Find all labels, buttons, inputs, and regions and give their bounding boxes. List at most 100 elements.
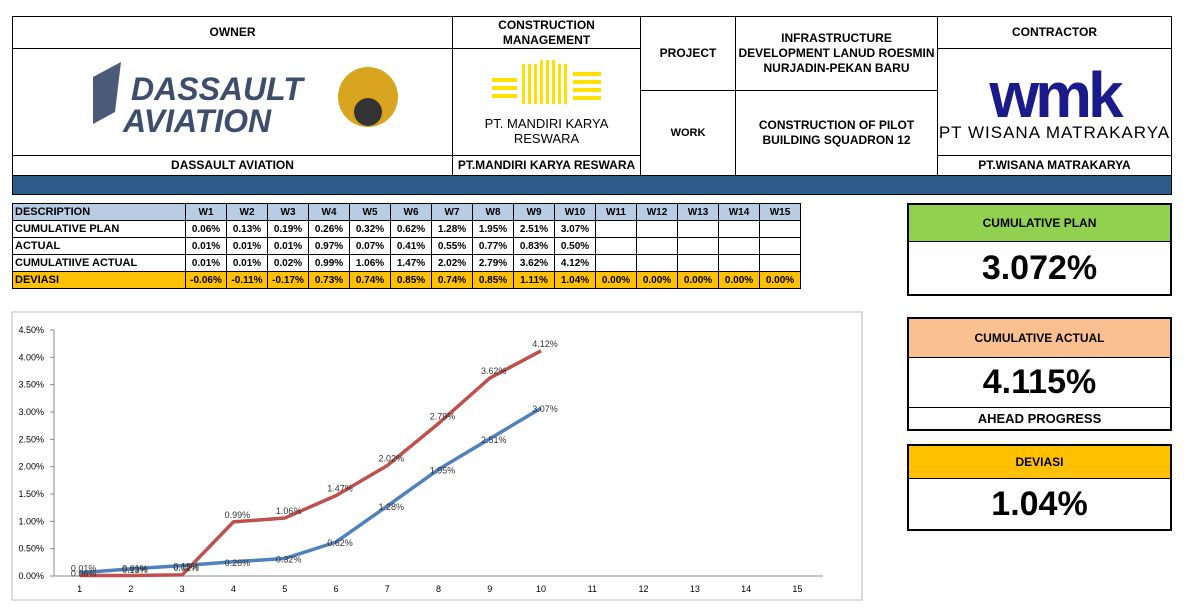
data-label: 1.95% [430, 465, 456, 475]
y-tick-label: 4.50% [18, 325, 44, 335]
data-label: 3.07% [532, 404, 558, 414]
data-label: 0.01% [71, 563, 97, 573]
y-tick-label: 3.50% [18, 380, 44, 390]
data-label: 2.51% [481, 435, 507, 445]
cm-label: CONSTRUCTION MANAGEMENT [452, 16, 641, 49]
cell: 0.00% [677, 271, 719, 289]
table-row: DEVIASI -0.06% -0.11% -0.17% 0.73% 0.74% 0.85%… [12, 271, 801, 289]
card-note: AHEAD PROGRESS [907, 407, 1172, 431]
wmk-logo: wmk [989, 58, 1123, 131]
contractor-logo: wmk PT WISANA MATRAKARYA [937, 48, 1172, 156]
owner-logos: DASSAULT AVIATION [92, 62, 398, 139]
data-label: 1.47% [327, 484, 353, 494]
work-value: CONSTRUCTION OF PILOT BUILDING SQUADRON … [735, 90, 938, 176]
header-row: DESCRIPTION W1 W2 W3 W4 W5 W6 W7 W8 W9 W10 W11 W12 W1… [12, 203, 801, 221]
emblem [337, 67, 398, 127]
y-tick-label: 4.00% [18, 352, 44, 362]
table-row: CUMULATIIVE ACTUAL 0.01% 0.01% 0.02% 0.99% 1.… [12, 254, 801, 272]
x-tick-label: 15 [792, 584, 802, 594]
x-tick-label: 10 [536, 584, 546, 594]
x-tick-label: 6 [333, 584, 338, 594]
header-cell: W9 [513, 203, 555, 221]
data-label: 0.19% [173, 562, 199, 572]
cell: 0.00% [636, 271, 678, 289]
cell: -0.06% [185, 271, 227, 289]
data-label: 3.62% [481, 366, 507, 376]
cell: 0.00% [718, 271, 760, 289]
x-tick-label: 13 [690, 584, 700, 594]
header-cell: W5 [349, 203, 391, 221]
x-tick-label: 7 [385, 584, 390, 594]
row-label: DEVIASI [12, 271, 186, 289]
y-tick-label: 1.00% [18, 516, 44, 526]
header-cell: W15 [759, 203, 801, 221]
header-cell: W2 [226, 203, 268, 221]
y-tick-label: 2.50% [18, 434, 44, 444]
cm-logo: PT. MANDIRI KARYA RESWARA [452, 48, 641, 156]
progress-table: DESCRIPTION W1 W2 W3 W4 W5 W6 W7 W8 W9 W10 W11 W12 W1… [12, 203, 801, 289]
data-label: 0.01% [122, 563, 148, 573]
x-tick-label: 5 [282, 584, 287, 594]
cell: 0.85% [390, 271, 432, 289]
chart-frame [11, 311, 863, 601]
cell: -0.17% [267, 271, 309, 289]
data-label: 2.79% [430, 411, 456, 421]
y-tick-label: 3.00% [18, 407, 44, 417]
card-label: CUMULATIVE ACTUAL [907, 317, 1172, 358]
card-value: 3.072% [907, 241, 1172, 296]
project-value: INFRASTRUCTURE DEVELOPMENT LANUD ROESMIN… [735, 16, 938, 91]
card-value: 1.04% [907, 478, 1172, 531]
cm-bars [491, 60, 601, 104]
card-label: CUMULATIVE PLAN [907, 203, 1172, 242]
cell: 1.11% [513, 271, 555, 289]
cell: 0.74% [349, 271, 391, 289]
data-label: 0.99% [225, 510, 251, 520]
dassault-mark [92, 62, 121, 124]
logo-text: AVIATION [122, 103, 272, 139]
header-cell: W1 [185, 203, 227, 221]
cell: 1.04% [554, 271, 596, 289]
data-label: 1.28% [378, 502, 404, 512]
logo-text: DASSAULT [131, 71, 305, 107]
x-tick-label: 14 [741, 584, 751, 594]
x-tick-label: 8 [436, 584, 441, 594]
x-tick-label: 1 [77, 584, 82, 594]
header-cell: W13 [677, 203, 719, 221]
cell: 0.74% [431, 271, 473, 289]
y-tick-label: 2.00% [18, 462, 44, 472]
data-label: 0.32% [276, 555, 302, 565]
x-tick-label: 4 [231, 584, 236, 594]
row-label: CUMULATIVE PLAN [12, 220, 186, 238]
data-label: 0.13% [122, 565, 148, 575]
y-tick-label: 0.50% [18, 544, 44, 554]
divider-bar [12, 175, 1172, 195]
data-label: 1.06% [276, 506, 302, 516]
data-label: 4.12% [532, 339, 558, 349]
header-cell: W14 [718, 203, 760, 221]
data-label: 2.02% [378, 454, 404, 464]
owner-logo: DASSAULT AVIATION [12, 48, 453, 156]
cell: -0.11% [226, 271, 268, 289]
cell: 0.00% [759, 271, 801, 289]
data-label: 0.62% [327, 538, 353, 548]
series-line [79, 406, 542, 575]
header-cell: W8 [472, 203, 514, 221]
cell: 0.73% [308, 271, 350, 289]
x-tick-label: 9 [487, 584, 492, 594]
data-label: 0.06% [71, 569, 97, 579]
y-tick-label: 1.50% [18, 489, 44, 499]
emblem-shield [353, 98, 382, 126]
row-label: ACTUAL [12, 237, 186, 255]
header-cell: W6 [390, 203, 432, 221]
cm-logo-text: PT. MANDIRI KARYA RESWARA [484, 116, 609, 146]
header-cell: W10 [554, 203, 596, 221]
x-tick-label: 2 [128, 584, 133, 594]
cell: 0.85% [472, 271, 514, 289]
table-row: ACTUAL 0.01% 0.01% 0.01% 0.97% 0.07% 0.41% 0.55… [12, 237, 801, 255]
contractor-logo-text: PT WISANA MATRAKARYA [938, 122, 1171, 142]
data-label: 0.26% [225, 558, 251, 568]
cell: 0.00% [595, 271, 637, 289]
header-cell: W11 [595, 203, 637, 221]
